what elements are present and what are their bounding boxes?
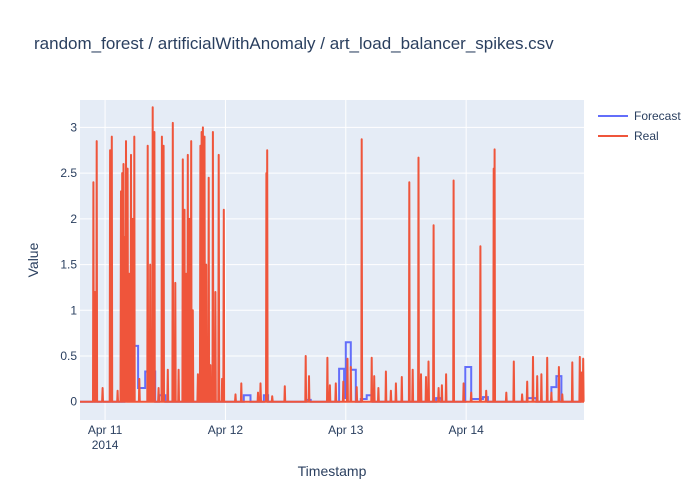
- legend-swatch-real: [598, 135, 628, 137]
- legend-label-forecast: Forecast: [634, 109, 681, 123]
- x-axis-title: Timestamp: [298, 463, 367, 479]
- y-tick-label: 2.5: [60, 166, 77, 180]
- y-tick-label: 0.5: [60, 349, 77, 363]
- x-tick-label: Apr 11: [88, 423, 123, 437]
- y-tick-label: 0: [70, 395, 77, 409]
- chart-title: random_forest / artificialWithAnomaly / …: [34, 34, 554, 53]
- real-line: [80, 106, 585, 403]
- legend-item-real[interactable]: Real: [598, 126, 681, 146]
- y-tick-label: 1.5: [60, 258, 77, 272]
- x-tick-label: Apr 13: [328, 423, 364, 437]
- legend-swatch-forecast: [598, 115, 628, 117]
- y-axis-title: Value: [25, 242, 41, 277]
- legend[interactable]: Forecast Real: [598, 106, 681, 146]
- y-tick-label: 1: [70, 303, 77, 317]
- legend-label-real: Real: [634, 129, 659, 143]
- x-tick-sublabel: 2014: [92, 438, 119, 452]
- legend-item-forecast[interactable]: Forecast: [598, 106, 681, 126]
- y-tick-label: 2: [70, 212, 77, 226]
- x-tick-label: Apr 14: [448, 423, 484, 437]
- x-tick-label: Apr 12: [208, 423, 244, 437]
- y-tick-label: 3: [70, 120, 77, 134]
- series-layer: [80, 106, 585, 403]
